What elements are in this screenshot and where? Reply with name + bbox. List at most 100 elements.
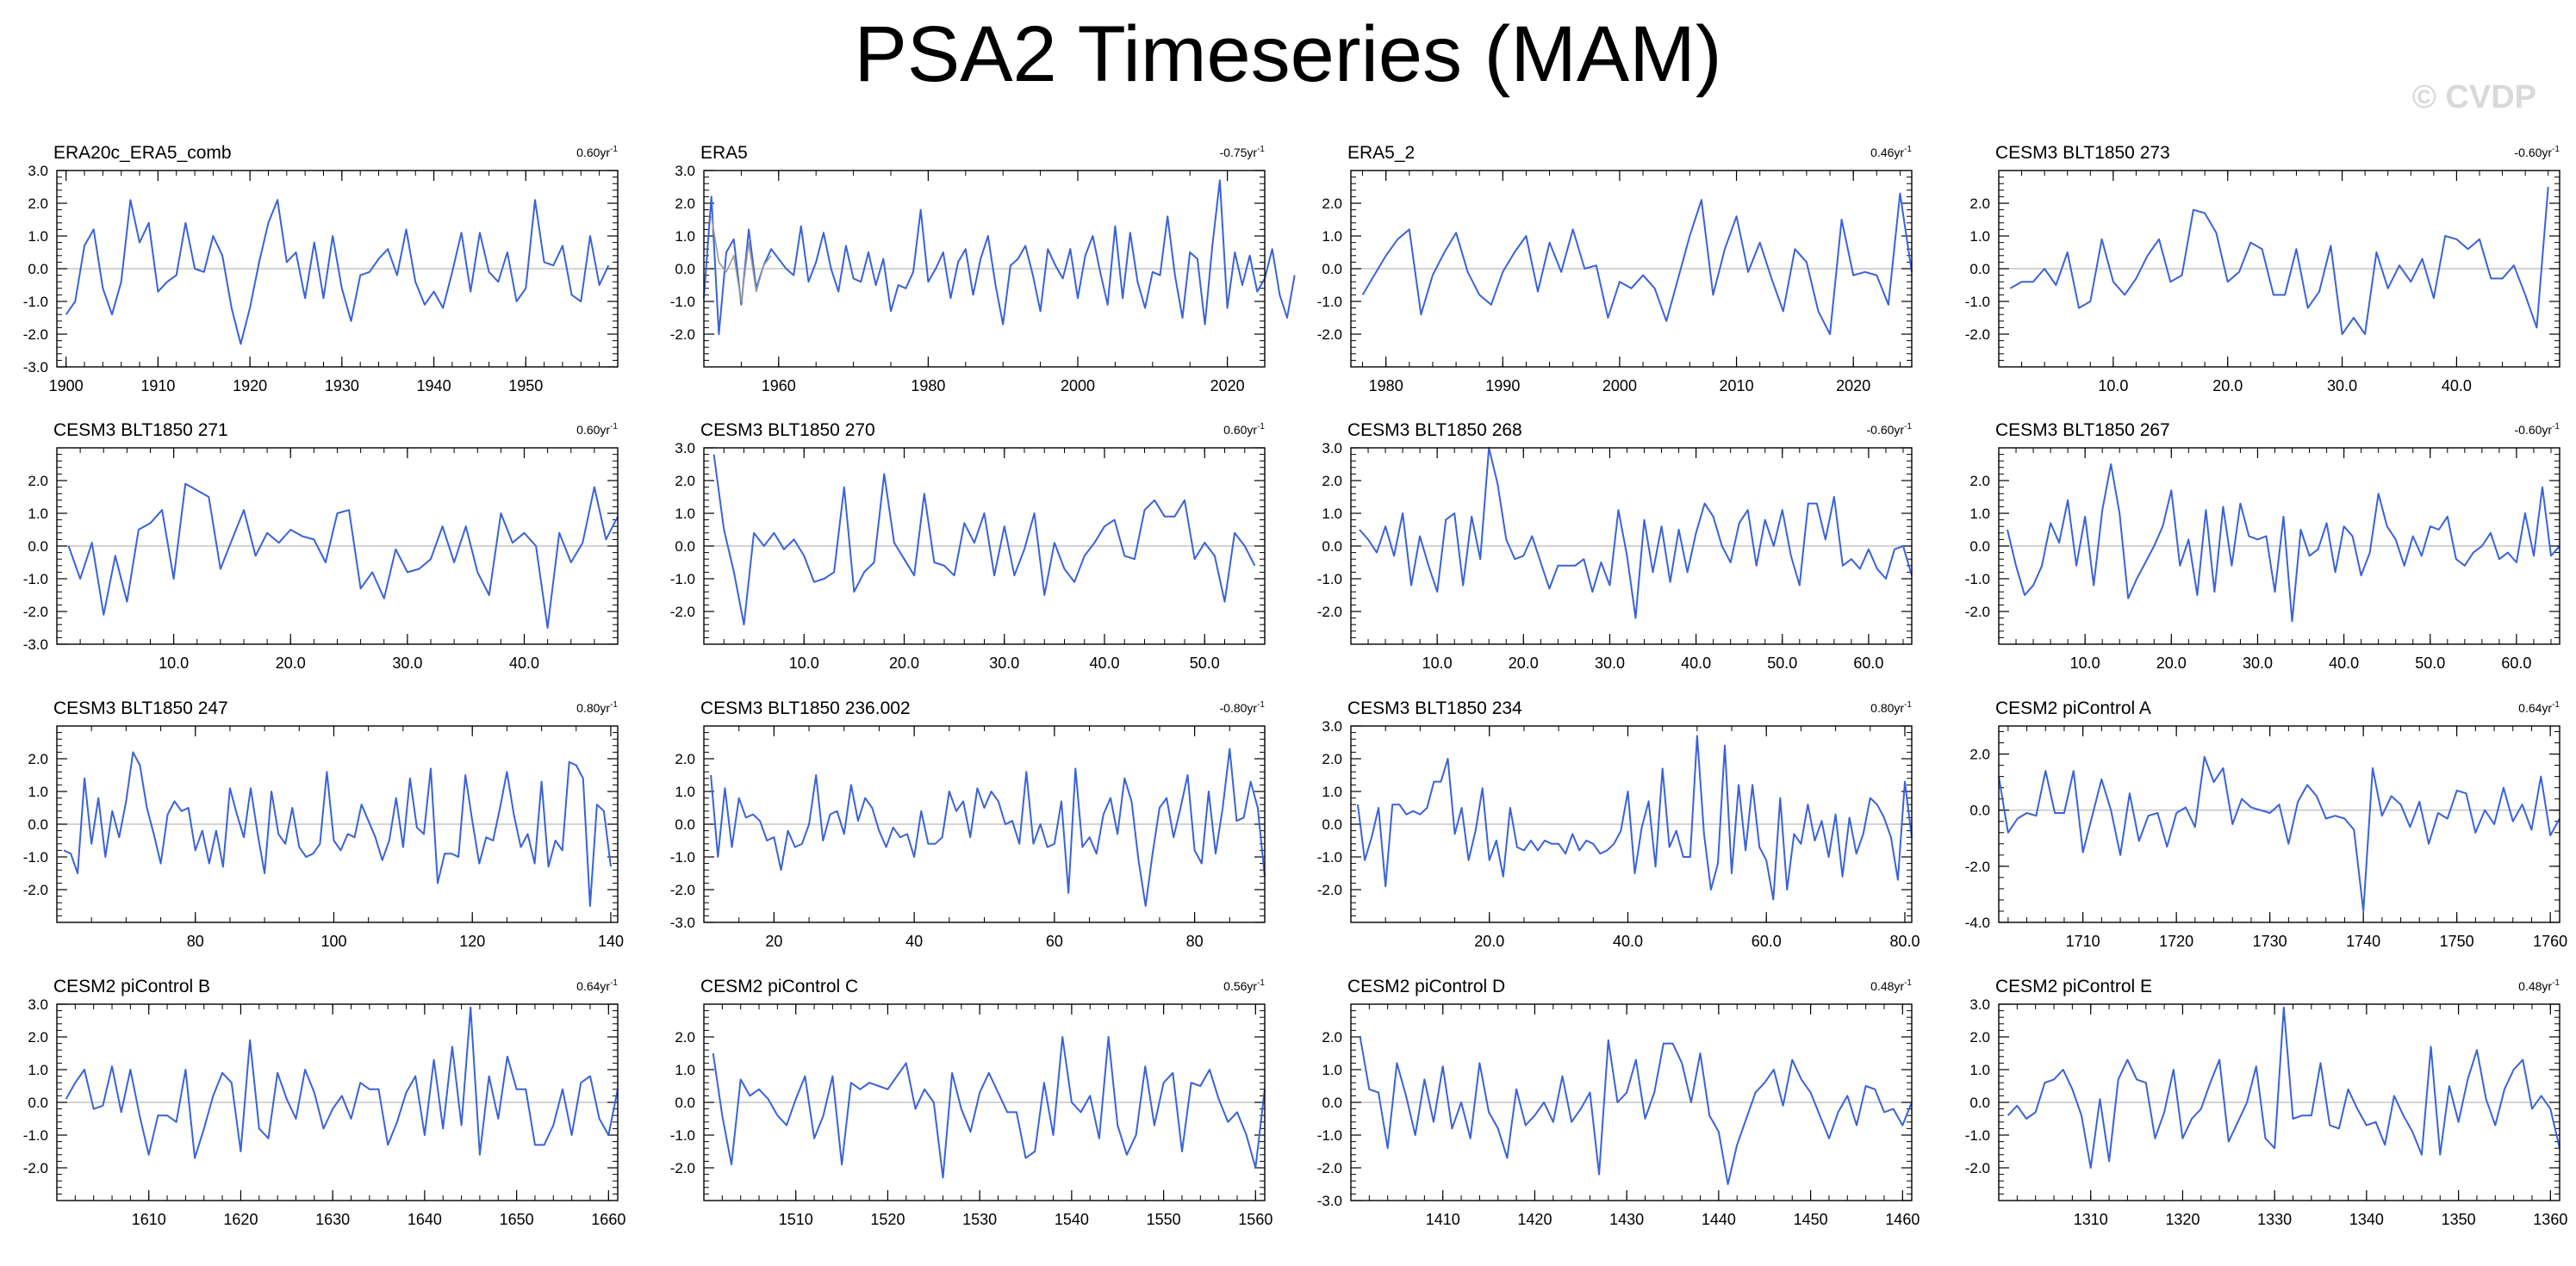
x-tick-label: 10.0 [789, 655, 819, 672]
x-tick-label: 50.0 [1190, 655, 1220, 672]
y-tick-label: -1.0 [670, 849, 695, 866]
y-tick-label: 2.0 [1969, 747, 1990, 763]
y-tick-label: -1.0 [1317, 571, 1342, 587]
x-tick-label: 1540 [1055, 1211, 1089, 1228]
x-tick-label: 1750 [2440, 933, 2474, 950]
x-tick-label: 1560 [1238, 1211, 1272, 1228]
y-tick-label: 2.0 [1322, 195, 1342, 212]
x-tick-label: 1640 [408, 1211, 442, 1228]
x-tick-label: 80 [1186, 933, 1204, 950]
trend-label: -0.75yr-1 [1220, 145, 1266, 159]
trend-value: 0.48yr [2518, 979, 2552, 993]
plot-frame [1998, 170, 2560, 368]
chart-title: CESM3 BLT1850 247 [53, 698, 228, 718]
x-tick-label: 60.0 [1853, 655, 1883, 672]
x-tick-label: 1910 [140, 377, 175, 394]
trend-unit: -1 [2552, 145, 2560, 154]
y-tick-label: 1.0 [1322, 228, 1342, 245]
chart-title: ERA5 [700, 143, 748, 163]
chart-panel: ERA5 -0.75yr-1 -2.0 -1.0 0.0 1.0 2.0 3.0 1960 198… [670, 143, 1296, 394]
trend-label: 0.80yr-1 [1870, 700, 1912, 715]
y-tick-label: -3.0 [1317, 1193, 1342, 1209]
x-tick-label: 40.0 [2442, 377, 2472, 394]
trend-label: 0.60yr-1 [1223, 422, 1265, 437]
x-tick-label: 1530 [962, 1211, 997, 1228]
trend-unit: -1 [1257, 145, 1265, 154]
chart-title: CESM3 BLT1850 234 [1347, 698, 1522, 718]
y-tick-label: 1.0 [28, 1062, 48, 1078]
secondary-series-line [710, 216, 772, 302]
y-tick-label: -3.0 [23, 359, 48, 375]
chart-panel: CESM3 BLT1850 268 -0.60yr-1 -2.0 -1.0 0.0 1.0… [1317, 420, 1913, 672]
x-tick-label: 20.0 [276, 655, 306, 672]
watermark: © CVDP [2411, 79, 2536, 115]
trend-value: 0.60yr [576, 423, 610, 437]
trend-value: 0.80yr [1870, 701, 1904, 715]
series-line [1359, 447, 1913, 619]
y-tick-label: 0.0 [1969, 803, 1990, 819]
trend-value: 0.60yr [1223, 423, 1257, 437]
y-tick-label: 3.0 [28, 996, 48, 1013]
trend-value: -0.75yr [1220, 146, 1258, 159]
chart-title: CESM3 BLT1850 267 [1995, 420, 2170, 440]
chart-panel: CESM3 BLT1850 236.002 -0.80yr-1 -3.0 -2.0 -1… [670, 698, 1266, 950]
y-tick-label: -2.0 [23, 1160, 48, 1176]
y-tick-label: 1.0 [1969, 506, 1990, 522]
plot-frame [703, 170, 1266, 368]
y-tick-label: 0.0 [1322, 816, 1342, 833]
y-tick-label: 1.0 [675, 784, 695, 800]
trend-unit: -1 [2552, 978, 2560, 988]
y-tick-label: 0.0 [28, 261, 48, 277]
chart-title: CESM2 piControl B [53, 977, 210, 996]
plot-frame [1350, 1003, 1913, 1201]
trend-value: -0.60yr [2515, 423, 2553, 437]
x-tick-label: 20 [765, 933, 782, 950]
x-tick-label: 140 [598, 933, 624, 950]
series-line [65, 1006, 619, 1159]
y-tick-label: 1.0 [1969, 1062, 1990, 1078]
y-tick-label: -2.0 [670, 882, 695, 898]
y-tick-label: 3.0 [1322, 440, 1342, 456]
series-line [710, 748, 1266, 907]
x-tick-label: 40.0 [1681, 655, 1711, 672]
y-tick-label: 2.0 [28, 1029, 48, 1046]
y-tick-label: 1.0 [1322, 506, 1342, 522]
y-tick-label: 0.0 [675, 261, 695, 277]
x-tick-label: 1950 [508, 377, 543, 394]
trend-unit: -1 [1257, 978, 1265, 988]
plot-frame [56, 725, 619, 923]
x-tick-label: 30.0 [989, 655, 1019, 672]
trend-unit: -1 [2552, 422, 2560, 431]
trend-label: 0.64yr-1 [2518, 700, 2560, 715]
y-tick-label: -2.0 [1965, 326, 1990, 343]
trend-value: 0.46yr [1870, 146, 1904, 159]
x-tick-label: 60 [1046, 933, 1063, 950]
trend-label: 0.56yr-1 [1223, 978, 1265, 993]
trend-unit: -1 [610, 978, 618, 988]
series-line [1361, 192, 1913, 335]
chart-panel: CESM2 piControl B 0.64yr-1 -2.0 -1.0 0.0 1.0 2… [23, 977, 626, 1228]
series-line [65, 199, 610, 345]
y-tick-label: 1.0 [675, 228, 695, 245]
trend-value: 0.64yr [2518, 701, 2552, 715]
y-tick-label: 0.0 [1969, 538, 1990, 555]
x-tick-label: 1930 [325, 377, 359, 394]
x-tick-label: 1620 [223, 1211, 258, 1228]
y-tick-label: 2.0 [675, 195, 695, 212]
y-tick-label: -3.0 [670, 915, 695, 931]
y-tick-label: 3.0 [1322, 718, 1342, 735]
x-tick-label: 10.0 [159, 655, 189, 672]
y-tick-label: 1.0 [675, 1062, 695, 1078]
y-tick-label: 2.0 [1969, 195, 1990, 212]
trend-label: -0.80yr-1 [1220, 700, 1266, 715]
trend-unit: -1 [1257, 700, 1265, 710]
x-tick-label: 1740 [2346, 933, 2380, 950]
x-tick-label: 1330 [2257, 1211, 2292, 1228]
x-tick-label: 40.0 [1613, 933, 1643, 950]
y-tick-label: -1.0 [670, 1127, 695, 1144]
y-tick-label: -1.0 [1965, 1127, 1990, 1144]
y-tick-label: -2.0 [23, 326, 48, 343]
trend-label: 0.60yr-1 [576, 422, 618, 437]
plot-frame [1350, 170, 1913, 368]
plot-frame [56, 170, 619, 368]
